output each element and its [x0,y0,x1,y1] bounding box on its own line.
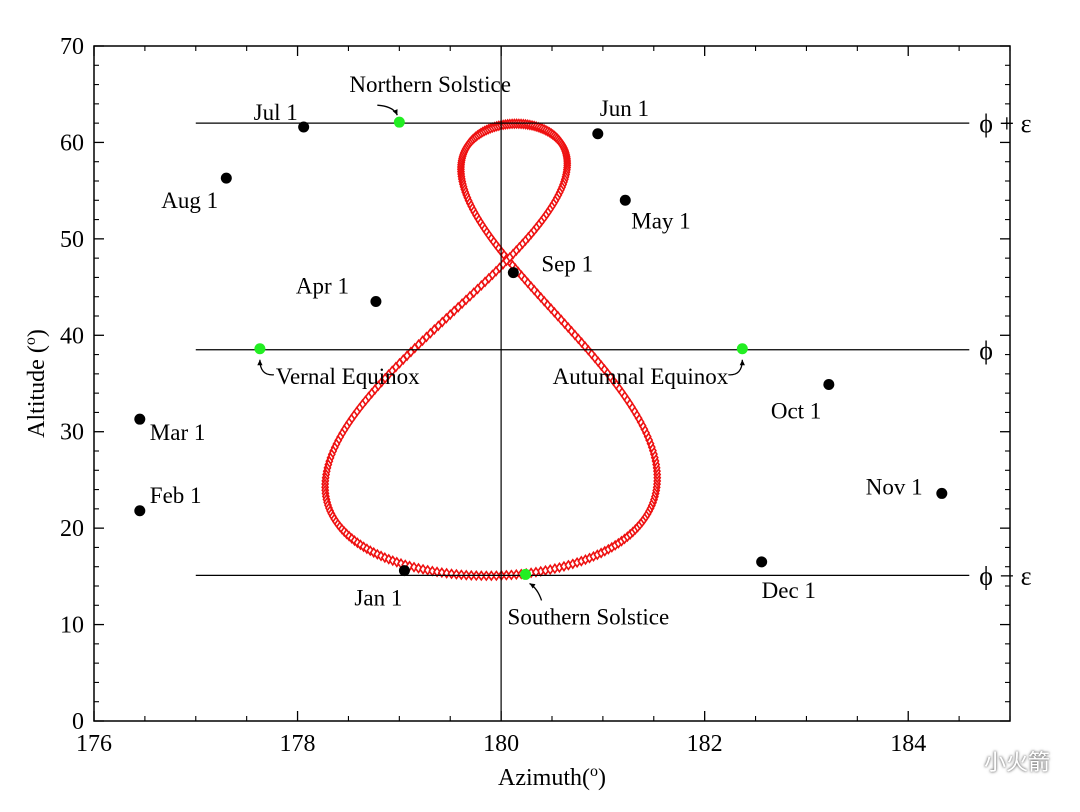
y-tick-label: 0 [72,709,84,735]
month-point [507,267,519,279]
month-point [936,487,948,499]
month-point [592,128,604,140]
month-label: May 1 [631,208,690,233]
special-point [520,568,532,580]
y-tick-label: 20 [60,516,84,542]
annotation-arrow [259,359,274,376]
month-point [756,556,768,568]
y-tick-label: 10 [60,613,84,639]
plot-frame [93,45,1011,722]
analemma-marker [437,567,446,579]
y-axis-title: Altitude (o) [22,329,50,438]
special-point-label: Northern Solstice [349,72,511,97]
analemma-marker [484,272,493,284]
x-axis-title: Azimuth(o) [498,763,606,791]
reference-line-label: ϕ [979,336,993,365]
watermark-text: 小火箭 [983,751,1050,776]
y-tick-label: 60 [60,130,84,156]
x-tick-label: 176 [76,731,112,757]
annotation-arrowhead [739,359,745,366]
analemma-marker [380,552,389,564]
special-point [736,343,748,355]
watermark: 小火箭 [948,745,1050,777]
analemma-marker [438,316,447,328]
analemma-marker [410,561,418,573]
analemma-marker [531,566,540,578]
month-point [298,121,310,133]
analemma-marker [457,569,466,581]
month-point [370,296,382,308]
analemma-marker [433,566,442,578]
month-point [619,194,631,206]
analemma-marker [399,353,408,366]
y-tick-label: 30 [60,420,84,446]
date-points [134,116,948,580]
x-tick-label: 178 [280,731,316,757]
month-label: Jan 1 [354,586,402,611]
y-tick-label: 50 [60,227,84,253]
annotation-arrow [377,104,398,116]
special-point-label: Autumnal Equinox [553,364,729,389]
reference-line-label: ϕ + ε [979,109,1031,138]
annotation-arrowhead [257,359,263,366]
annotations: ϕ + ε ϕ ϕ − ε Jan 1 Feb 1 Mar 1 Apr 1 May 1 Jun … [150,72,1032,629]
month-point [134,413,146,425]
special-point [254,343,266,355]
month-label: Apr 1 [296,274,349,299]
x-tick-label: 180 [483,731,519,757]
analemma-marker [430,323,439,336]
month-label: Feb 1 [150,483,202,508]
annotation-arrowhead [529,583,536,589]
analemma-marker [452,568,461,580]
special-point-label: Vernal Equinox [276,364,420,389]
analemma-marker [446,309,455,321]
analemma-marker [481,276,490,288]
special-point [393,116,405,128]
month-label: Mar 1 [150,420,206,445]
analemma-marker [426,327,435,339]
month-point [134,505,146,517]
month-label: Oct 1 [771,398,821,423]
wechat-icon [948,749,977,772]
analemma-marker [473,283,482,295]
analemma-marker [488,269,497,281]
analemma-marker [442,567,451,579]
analemma-marker [414,562,423,574]
x-tick-label: 184 [890,731,926,757]
analemma-curve [321,118,662,582]
y-tick-label: 40 [60,323,84,349]
month-label: Aug 1 [161,188,218,213]
month-label: Dec 1 [762,578,816,603]
annotation-arrowhead [392,109,398,116]
month-point [823,378,835,390]
x-tick-label: 182 [687,731,723,757]
special-point-label: Southern Solstice [508,604,670,629]
analemma-marker [388,555,397,567]
month-point [398,565,410,577]
reference-lines [195,46,970,721]
analemma-marker [414,338,423,351]
analemma-marker [418,335,427,347]
analemma-marker [423,564,432,576]
axis-ticks: 176 178 180 182 184 0 10 20 30 40 50 60 70 [60,34,1011,757]
y-tick-label: 70 [60,34,84,60]
month-point [220,172,232,184]
month-label: Jul 1 [254,100,298,125]
analemma-marker [462,294,470,306]
month-label: Nov 1 [866,474,923,499]
analemma-marker [458,298,467,310]
month-label: Sep 1 [541,252,593,277]
month-label: Jun 1 [600,96,649,121]
annotation-arrow [728,359,743,376]
reference-line-label: ϕ − ε [979,561,1031,590]
